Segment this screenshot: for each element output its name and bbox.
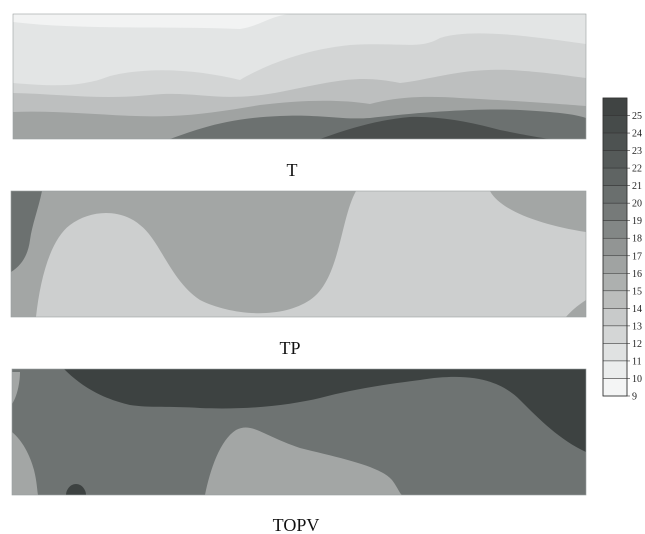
contour-region [11, 191, 42, 272]
colorbar-swatch [602, 325, 628, 344]
panel-label: TP [279, 338, 300, 358]
colorbar-tick-label: 13 [632, 321, 642, 332]
panel-tp: TP [10, 190, 587, 358]
colorbar-tick-label: 24 [632, 129, 642, 140]
colorbar-tick-label: 14 [632, 304, 642, 315]
colorbar-swatch [602, 360, 628, 379]
colorbar-tick-label: 16 [632, 269, 642, 280]
colorbar-swatch [602, 202, 628, 221]
colorbar-swatch [602, 115, 628, 134]
colorbar-swatch [602, 132, 628, 151]
colorbar-swatch [602, 167, 628, 186]
colorbar-swatch [602, 237, 628, 257]
colorbar-swatch [602, 185, 628, 204]
contour-region [205, 427, 402, 495]
contour-region [12, 372, 20, 404]
contour-region [36, 191, 586, 317]
colorbar-tick-label: 22 [632, 164, 642, 175]
colorbar: 25 24 23 22 21 20 19 18 17 16 15 14 13 12 11 10 9 [602, 97, 642, 403]
panel-label: TOPV [273, 515, 320, 534]
colorbar-tick-label: 23 [632, 146, 642, 157]
colorbar-tick-label: 19 [632, 216, 642, 227]
colorbar-tick-label: 15 [632, 286, 642, 297]
panel-label: T [287, 160, 298, 180]
colorbar-tick-label: 10 [632, 374, 642, 385]
colorbar-swatch [602, 220, 628, 239]
contour-region [12, 432, 38, 495]
colorbar-tick-label: 11 [632, 356, 642, 367]
contour-region [320, 116, 552, 139]
colorbar-tick-label: 18 [632, 234, 642, 245]
colorbar-tick-label: 21 [632, 181, 642, 192]
colorbar-swatch [602, 97, 628, 116]
colorbar-swatch [602, 290, 628, 309]
colorbar-swatch [602, 273, 628, 292]
colorbar-swatch [602, 150, 628, 169]
contour-region [64, 369, 586, 452]
colorbar-swatch [602, 378, 628, 397]
colorbar-tick-label: 9 [632, 392, 637, 403]
colorbar-swatch [602, 255, 628, 274]
colorbar-tick-label: 25 [632, 111, 642, 122]
colorbar-tick-label: 12 [632, 339, 642, 350]
colorbar-tick-label: 17 [632, 251, 642, 262]
colorbar-swatch [602, 343, 628, 362]
colorbar-frame [602, 97, 628, 397]
colorbar-tick-label: 20 [632, 199, 642, 210]
panel-topv: TOPV [11, 368, 587, 534]
panel-t: T [12, 13, 587, 180]
colorbar-swatch [602, 308, 628, 327]
contour-region [66, 484, 86, 495]
